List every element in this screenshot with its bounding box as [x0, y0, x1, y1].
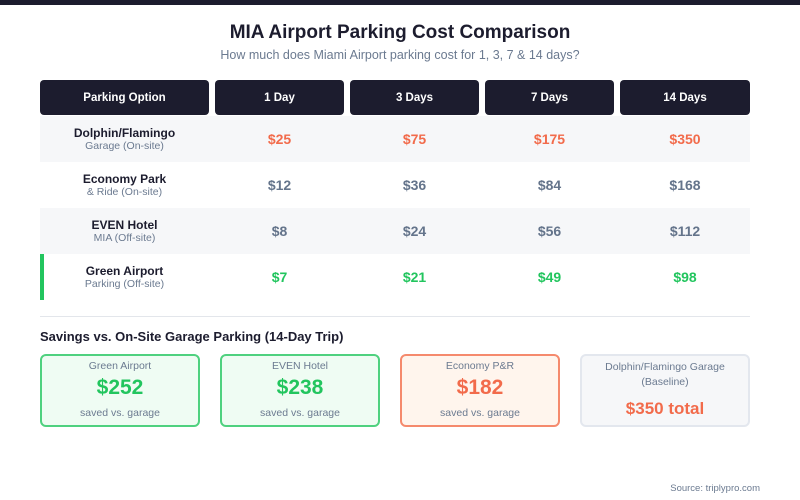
option-subtitle: Parking (Off-site) — [84, 277, 165, 290]
header-1-day: 1 Day — [215, 80, 344, 115]
price-cell: $75 — [402, 131, 427, 147]
divider — [40, 316, 750, 317]
card-label: Green Airport — [88, 360, 152, 372]
savings-heading: Savings vs. On-Site Garage Parking (14-D… — [40, 329, 344, 344]
baseline-card-garage: Dolphin/Flamingo Garage (Baseline) $350 … — [580, 354, 750, 427]
top-bar — [0, 0, 800, 5]
option-subtitle: MIA (Off-site) — [93, 231, 156, 244]
savings-card-economy: Economy P&R $182 saved vs. garage — [400, 354, 560, 427]
card-value: $252 — [96, 376, 144, 399]
price-cell: $112 — [669, 223, 701, 239]
card-note: saved vs. garage — [440, 407, 520, 419]
page-subtitle: How much does Miami Airport parking cost… — [220, 48, 580, 62]
price-cell: $25 — [267, 131, 292, 147]
card-value: $182 — [456, 376, 504, 399]
option-subtitle: & Ride (On-site) — [86, 185, 163, 198]
price-cell: $168 — [669, 177, 701, 193]
price-cell: $84 — [537, 177, 562, 193]
card-value: $238 — [276, 376, 324, 399]
price-cell: $24 — [402, 223, 427, 239]
option-cell: Dolphin/Flamingo Garage (On-site) — [40, 116, 209, 162]
price-cell: $175 — [533, 131, 566, 147]
savings-card-even-hotel: EVEN Hotel $238 saved vs. garage — [220, 354, 380, 427]
card-label: EVEN Hotel — [271, 360, 329, 372]
card-note: saved vs. garage — [80, 407, 160, 419]
option-subtitle: Garage (On-site) — [85, 139, 164, 152]
highlight-accent — [40, 254, 44, 300]
page-title: MIA Airport Parking Cost Comparison — [229, 22, 571, 43]
price-cell: $98 — [673, 269, 697, 285]
savings-card-green-airport: Green Airport $252 saved vs. garage — [40, 354, 200, 427]
option-name: Green Airport — [85, 263, 164, 278]
card-note: saved vs. garage — [260, 407, 340, 419]
price-cell: $350 — [669, 131, 701, 147]
option-cell: Economy Park & Ride (On-site) — [40, 162, 209, 208]
price-cell: $56 — [537, 223, 562, 239]
option-name: Dolphin/Flamingo — [73, 125, 176, 140]
table-row: Green Airport Parking (Off-site) $7 $21 $49… — [40, 254, 750, 300]
option-name: EVEN Hotel — [91, 217, 158, 232]
source-note: Source: triplypro.com — [670, 483, 760, 494]
header-14-days: 14 Days — [620, 80, 750, 115]
price-cell: $36 — [402, 177, 427, 193]
option-cell: EVEN Hotel MIA (Off-site) — [40, 208, 209, 254]
price-cell: $8 — [271, 223, 288, 239]
card-label: Economy P&R — [445, 360, 515, 372]
table-row: EVEN Hotel MIA (Off-site) $8 $24 $56 $112 — [40, 208, 750, 254]
option-name: Economy Park — [82, 171, 167, 186]
header-7-days: 7 Days — [485, 80, 614, 115]
table-row: Dolphin/Flamingo Garage (On-site) $25 $75 $… — [40, 116, 750, 162]
price-cell: $12 — [267, 177, 292, 193]
table-row: Economy Park & Ride (On-site) $12 $36 $84 $1… — [40, 162, 750, 208]
price-cell: $7 — [271, 269, 288, 285]
header-3-days: 3 Days — [350, 80, 479, 115]
price-cell: $21 — [402, 269, 427, 285]
header-parking-option: Parking Option — [40, 80, 209, 115]
card-value: $350 total — [625, 399, 705, 418]
price-cell: $49 — [537, 269, 562, 285]
option-cell: Green Airport Parking (Off-site) — [40, 254, 209, 300]
card-label: Dolphin/Flamingo Garage (Baseline) — [605, 361, 725, 388]
